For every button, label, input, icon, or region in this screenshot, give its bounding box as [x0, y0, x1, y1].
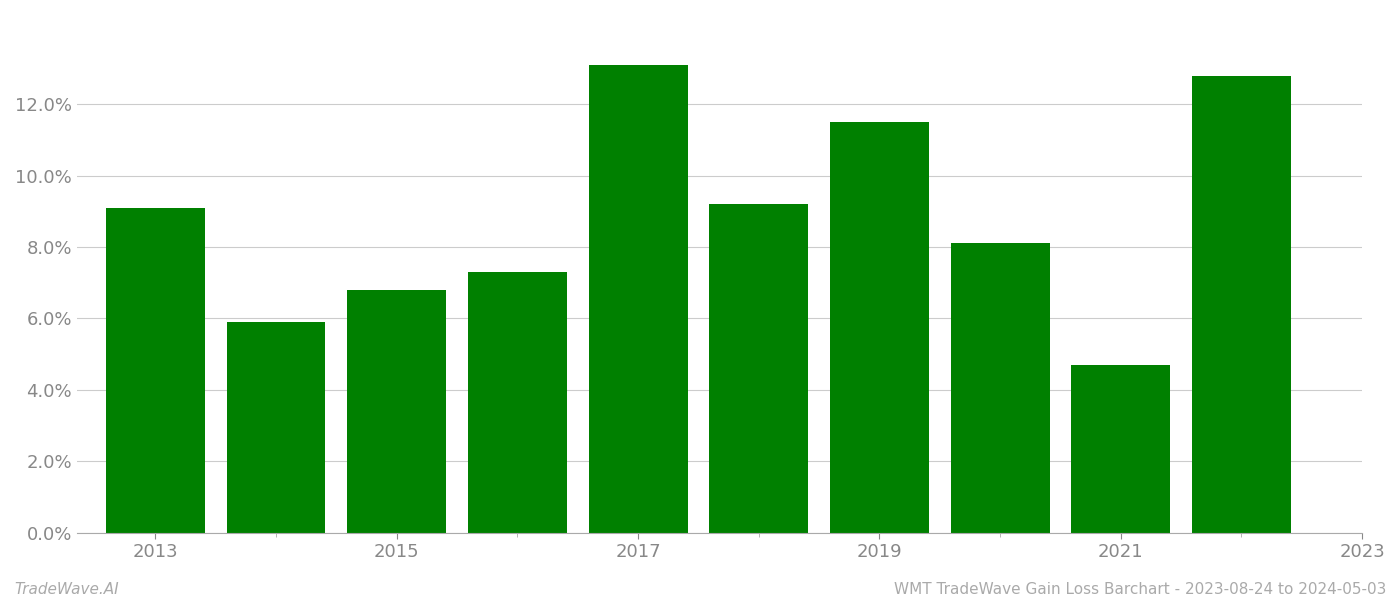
Bar [106, 208, 204, 533]
Bar [951, 244, 1050, 533]
Text: TradeWave.AI: TradeWave.AI [14, 582, 119, 597]
Bar [227, 322, 325, 533]
Bar [1071, 365, 1170, 533]
Bar [1191, 76, 1291, 533]
Bar [347, 290, 447, 533]
Bar [830, 122, 928, 533]
Bar [468, 272, 567, 533]
Bar [710, 204, 808, 533]
Bar [588, 65, 687, 533]
Text: WMT TradeWave Gain Loss Barchart - 2023-08-24 to 2024-05-03: WMT TradeWave Gain Loss Barchart - 2023-… [893, 582, 1386, 597]
